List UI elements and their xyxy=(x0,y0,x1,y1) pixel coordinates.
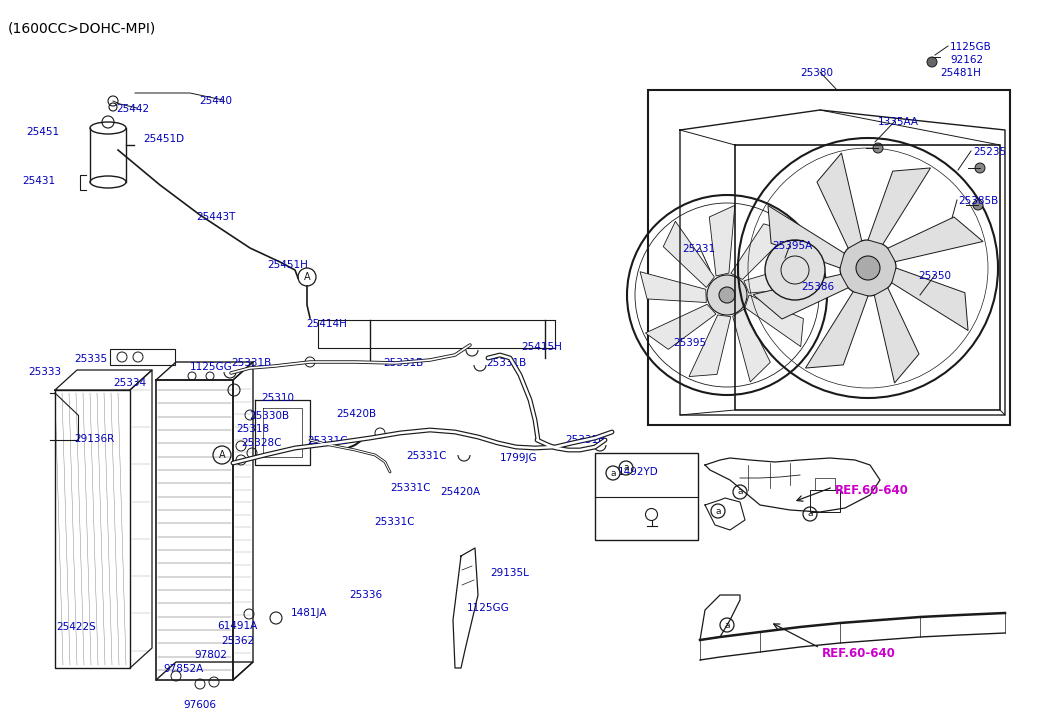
Text: REF.60-640: REF.60-640 xyxy=(822,647,896,660)
Text: 25310: 25310 xyxy=(260,393,294,403)
Circle shape xyxy=(927,57,937,67)
Bar xyxy=(110,349,175,365)
Text: 29136R: 29136R xyxy=(74,434,115,444)
Circle shape xyxy=(765,240,825,300)
Text: 25443T: 25443T xyxy=(196,212,235,222)
Text: 25385B: 25385B xyxy=(958,196,998,206)
Text: 25386: 25386 xyxy=(801,282,835,292)
Text: 25231: 25231 xyxy=(683,244,715,254)
PathPatch shape xyxy=(689,315,730,377)
Circle shape xyxy=(973,200,983,210)
Text: 25362: 25362 xyxy=(221,636,254,646)
Text: 61491A: 61491A xyxy=(217,621,257,631)
Bar xyxy=(815,478,835,490)
Text: 25318: 25318 xyxy=(235,424,269,434)
Text: 25336: 25336 xyxy=(349,590,382,600)
Text: 25333: 25333 xyxy=(28,367,61,377)
Text: 1481JA: 1481JA xyxy=(291,608,327,618)
PathPatch shape xyxy=(874,288,919,383)
Text: 25334: 25334 xyxy=(113,378,146,388)
Circle shape xyxy=(840,240,896,296)
Bar xyxy=(810,490,840,512)
Text: 25330B: 25330B xyxy=(249,411,289,421)
Text: 25331B: 25331B xyxy=(486,358,526,368)
PathPatch shape xyxy=(710,205,735,276)
Text: 25414H: 25414H xyxy=(306,319,347,329)
Text: 25422S: 25422S xyxy=(56,622,96,632)
PathPatch shape xyxy=(768,206,844,268)
Text: 25431: 25431 xyxy=(22,176,55,186)
Text: 25331C: 25331C xyxy=(374,517,415,527)
Circle shape xyxy=(855,256,880,280)
Text: 92162: 92162 xyxy=(950,55,983,65)
Text: A: A xyxy=(303,272,311,282)
Text: 25442: 25442 xyxy=(116,104,149,114)
Text: 25335: 25335 xyxy=(74,354,107,364)
Text: 25420A: 25420A xyxy=(440,487,480,497)
Text: 25420B: 25420B xyxy=(336,409,376,419)
Text: 25451H: 25451H xyxy=(267,260,307,270)
Bar xyxy=(648,90,1010,425)
Text: 1799JG: 1799JG xyxy=(500,453,538,463)
PathPatch shape xyxy=(645,305,716,350)
Circle shape xyxy=(873,143,883,153)
PathPatch shape xyxy=(892,268,968,331)
Text: 25331B: 25331B xyxy=(565,435,605,445)
Text: a: a xyxy=(715,507,721,515)
PathPatch shape xyxy=(730,224,791,279)
Text: 97606: 97606 xyxy=(183,700,216,710)
Text: 25451D: 25451D xyxy=(143,134,184,144)
Text: 97802: 97802 xyxy=(194,650,227,660)
Text: 25331B: 25331B xyxy=(383,358,423,368)
Text: a: a xyxy=(623,464,628,473)
Text: 25331C: 25331C xyxy=(406,451,447,461)
Text: 29135L: 29135L xyxy=(490,568,529,578)
PathPatch shape xyxy=(744,264,817,293)
Text: 1335AA: 1335AA xyxy=(878,117,919,127)
Circle shape xyxy=(719,287,735,303)
Text: 25415H: 25415H xyxy=(521,342,562,352)
Text: 25481H: 25481H xyxy=(940,68,981,78)
Text: 1125GG: 1125GG xyxy=(190,362,232,372)
Text: 25395: 25395 xyxy=(673,338,706,348)
Text: (1600CC>DOHC-MPI): (1600CC>DOHC-MPI) xyxy=(8,22,156,36)
Text: a: a xyxy=(611,468,616,478)
PathPatch shape xyxy=(733,309,770,382)
Bar xyxy=(595,453,698,540)
Circle shape xyxy=(708,275,747,315)
PathPatch shape xyxy=(640,272,706,302)
Text: a: a xyxy=(724,621,729,630)
PathPatch shape xyxy=(753,274,848,319)
Text: 1492YD: 1492YD xyxy=(618,467,659,477)
Text: 1125GB: 1125GB xyxy=(950,42,992,52)
Text: 25440: 25440 xyxy=(199,96,232,106)
PathPatch shape xyxy=(868,168,931,244)
Text: 25331C: 25331C xyxy=(390,483,430,493)
Text: 97852A: 97852A xyxy=(163,664,203,674)
Text: 25235: 25235 xyxy=(973,147,1007,157)
Text: 25380: 25380 xyxy=(800,68,833,78)
Text: 25451: 25451 xyxy=(26,127,59,137)
Text: 25395A: 25395A xyxy=(772,241,813,251)
Text: a: a xyxy=(808,510,813,518)
PathPatch shape xyxy=(888,217,983,262)
Text: 25350: 25350 xyxy=(918,271,951,281)
Circle shape xyxy=(975,163,985,173)
Text: A: A xyxy=(219,450,225,460)
Text: 25331C: 25331C xyxy=(307,436,347,446)
PathPatch shape xyxy=(664,221,715,287)
Text: a: a xyxy=(738,488,743,497)
Text: 25331B: 25331B xyxy=(231,358,271,368)
Text: 25328C: 25328C xyxy=(241,438,281,448)
Text: 1125GG: 1125GG xyxy=(467,603,510,613)
PathPatch shape xyxy=(745,295,803,347)
PathPatch shape xyxy=(805,292,868,368)
Text: REF.60-640: REF.60-640 xyxy=(835,484,909,497)
PathPatch shape xyxy=(817,153,862,248)
